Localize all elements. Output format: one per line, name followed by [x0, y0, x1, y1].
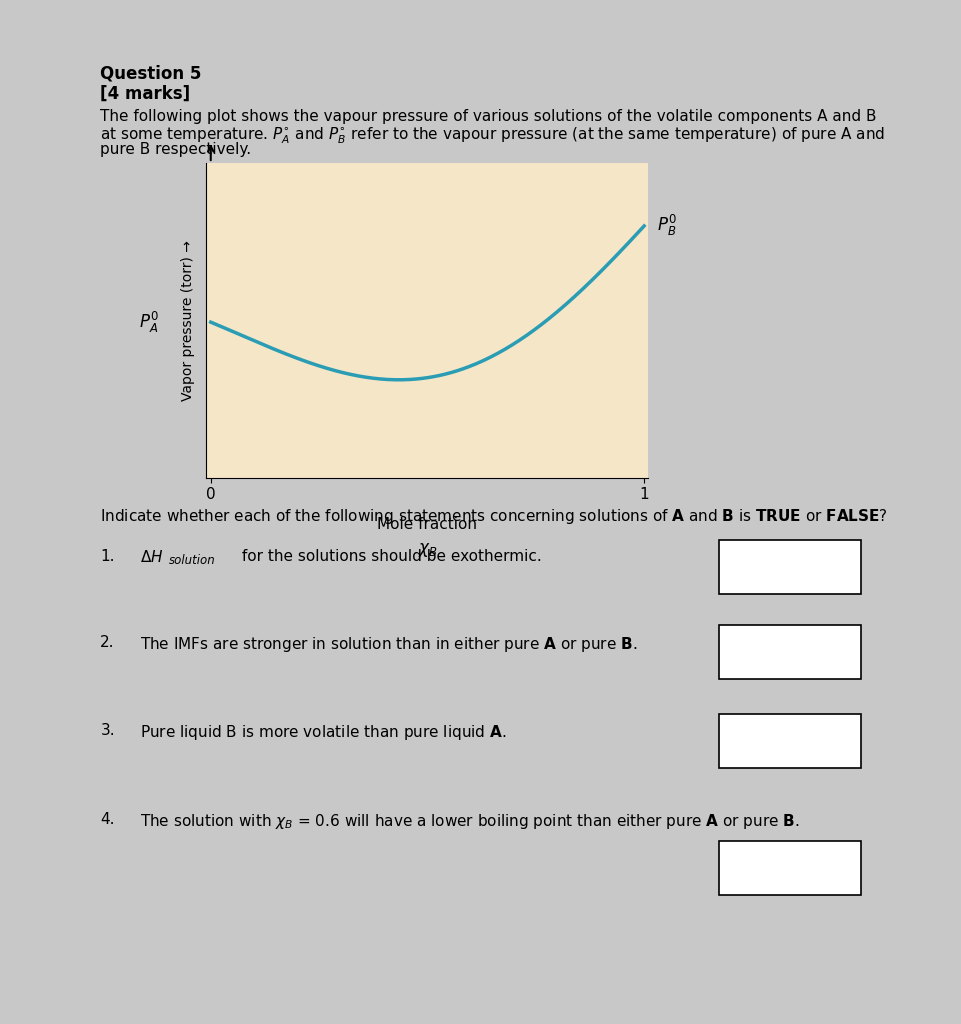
FancyBboxPatch shape [719, 714, 861, 768]
Text: solution: solution [169, 554, 216, 567]
FancyBboxPatch shape [719, 625, 861, 679]
Text: Indicate whether each of the following statements concerning solutions of $\math: Indicate whether each of the following s… [100, 507, 888, 526]
Text: for the solutions should be exothermic.: for the solutions should be exothermic. [237, 549, 542, 564]
Text: The solution with $\chi_B$ = 0.6 will have a lower boiling point than either pur: The solution with $\chi_B$ = 0.6 will ha… [140, 812, 800, 830]
Text: Mole fraction: Mole fraction [378, 517, 478, 531]
Text: 1.: 1. [100, 549, 114, 564]
Text: $P^0_A$: $P^0_A$ [139, 309, 159, 335]
Text: The IMFs are stronger in solution than in either pure $\mathbf{A}$ or pure $\mat: The IMFs are stronger in solution than i… [140, 635, 637, 654]
Text: pure B respectively.: pure B respectively. [100, 142, 252, 158]
Text: 2.: 2. [100, 635, 114, 650]
Text: [4 marks]: [4 marks] [100, 84, 190, 102]
Text: Pure liquid B is more volatile than pure liquid $\mathbf{A}$.: Pure liquid B is more volatile than pure… [140, 723, 506, 742]
Text: 4.: 4. [100, 812, 114, 826]
Text: $\chi_B$: $\chi_B$ [417, 542, 437, 559]
Text: The following plot shows the vapour pressure of various solutions of the volatil: The following plot shows the vapour pres… [100, 109, 876, 124]
Y-axis label: Vapor pressure (torr) →: Vapor pressure (torr) → [182, 240, 195, 400]
FancyBboxPatch shape [719, 540, 861, 594]
Text: $P^0_B$: $P^0_B$ [657, 213, 677, 239]
Text: 3.: 3. [100, 723, 115, 738]
FancyBboxPatch shape [719, 842, 861, 895]
Text: Question 5: Question 5 [100, 65, 202, 83]
Text: $\Delta H$: $\Delta H$ [140, 549, 163, 565]
Text: at some temperature. $P_A^{\circ}$ and $P_B^{\circ}$ refer to the vapour pressur: at some temperature. $P_A^{\circ}$ and $… [100, 126, 885, 146]
